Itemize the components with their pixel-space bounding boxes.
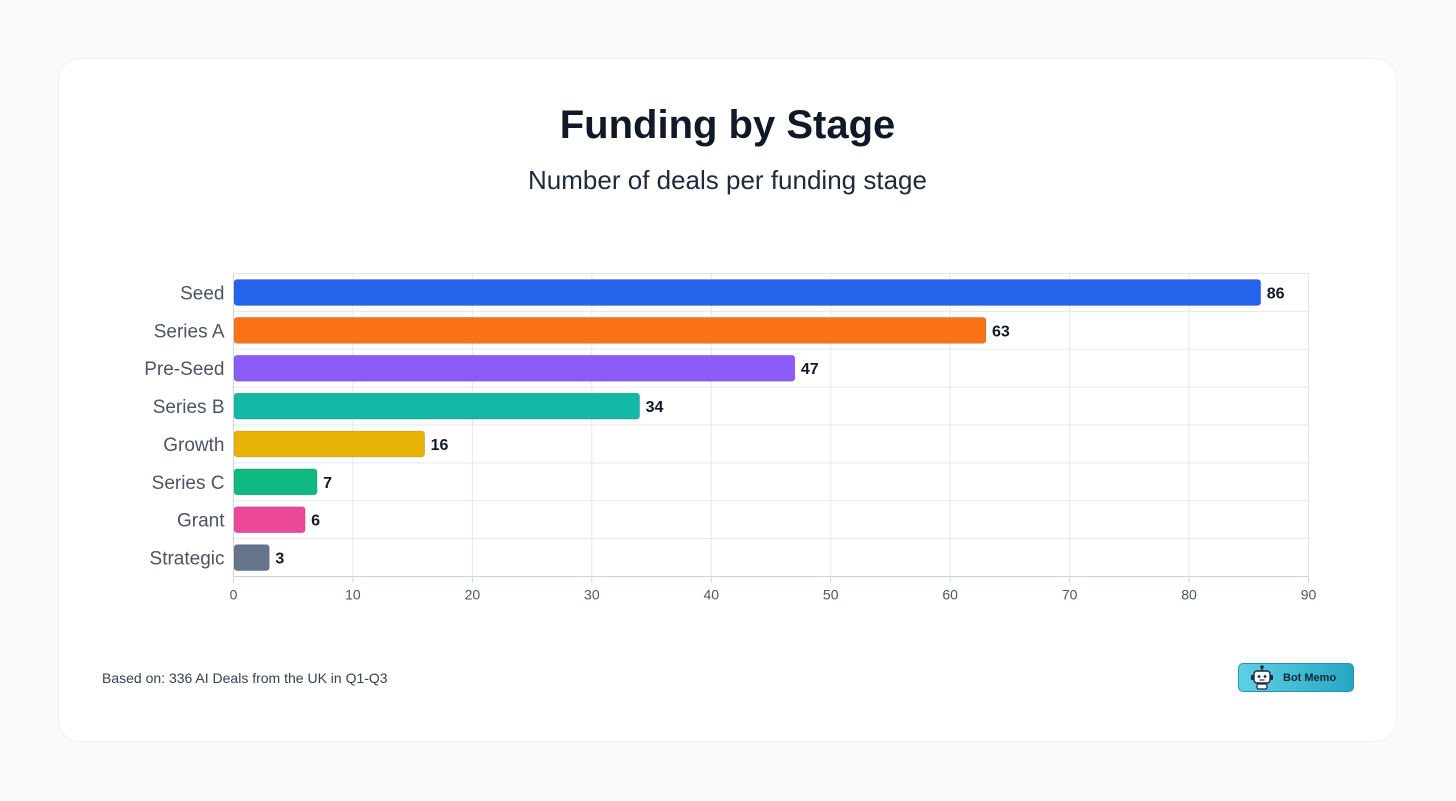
category-label: Strategic — [150, 549, 225, 570]
value-label: 3 — [275, 551, 284, 568]
category-label: Grant — [177, 511, 225, 532]
bar-pre-seed — [233, 354, 796, 382]
value-label: 7 — [323, 475, 332, 492]
value-label: 34 — [646, 399, 664, 416]
x-tick-label: 20 — [465, 587, 481, 603]
bar-series-b — [233, 392, 641, 420]
bar-growth — [233, 430, 426, 458]
brand-badge[interactable]: Bot Memo — [1238, 663, 1354, 692]
brand-label: Bot Memo — [1283, 671, 1337, 684]
x-tick-label: 60 — [942, 587, 958, 603]
x-tick-label: 30 — [584, 587, 600, 603]
category-label: Series A — [154, 321, 225, 342]
x-tick-label: 50 — [823, 587, 839, 603]
x-tick-label: 70 — [1062, 587, 1078, 603]
bar-strategic — [233, 544, 270, 572]
category-label: Pre-Seed — [144, 359, 224, 380]
value-label: 6 — [311, 513, 320, 530]
robot-icon — [1251, 665, 1273, 690]
x-tick-label: 40 — [703, 587, 719, 603]
category-label: Seed — [180, 283, 224, 304]
x-tick-label: 10 — [345, 587, 361, 603]
bar-seed — [233, 278, 1262, 306]
bar-series-c — [233, 468, 318, 496]
chart-card: Funding by Stage Number of deals per fun… — [58, 58, 1397, 742]
x-tick-label: 80 — [1181, 587, 1197, 603]
footnote: Based on: 336 AI Deals from the UK in Q1… — [102, 670, 388, 686]
x-tick-label: 90 — [1301, 587, 1317, 603]
value-label: 16 — [431, 437, 449, 454]
category-label: Series B — [153, 397, 225, 418]
value-label: 47 — [801, 361, 819, 378]
value-label: 63 — [992, 323, 1010, 340]
category-label: Growth — [163, 435, 224, 456]
chart-title: Funding by Stage — [559, 103, 896, 147]
value-label: 86 — [1267, 285, 1285, 302]
bar-grant — [233, 506, 306, 534]
chart-subtitle: Number of deals per funding stage — [528, 165, 927, 195]
bar-series-a — [233, 316, 987, 344]
category-label: Series C — [152, 473, 225, 494]
x-tick-label: 0 — [230, 587, 238, 603]
